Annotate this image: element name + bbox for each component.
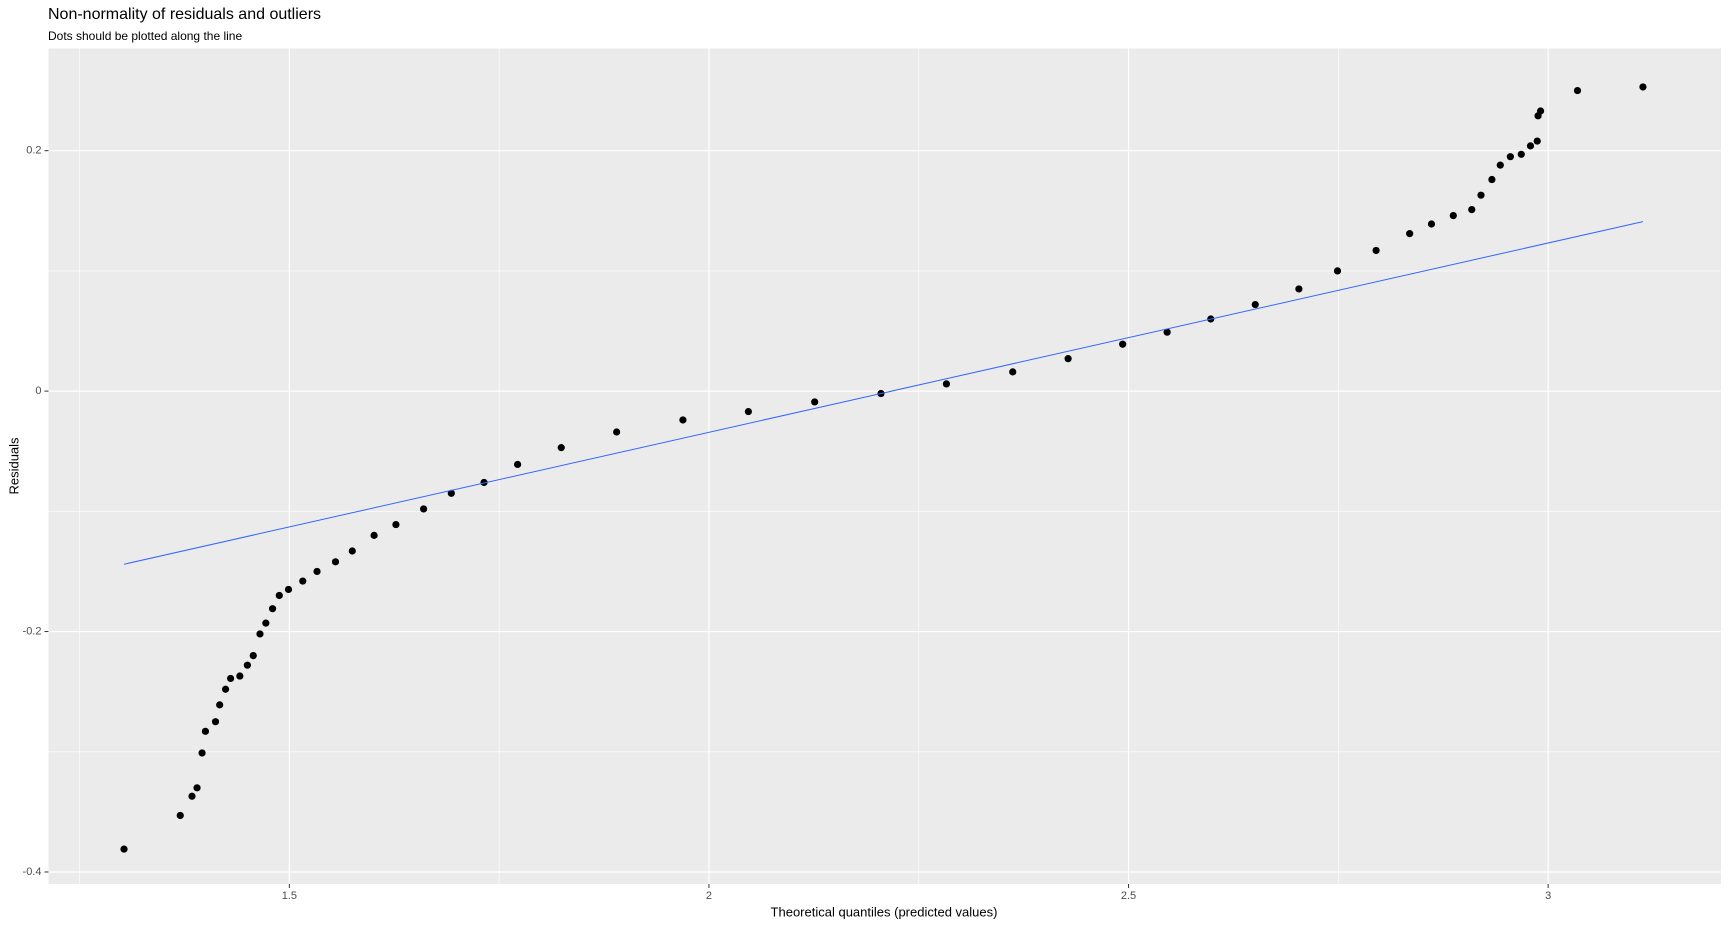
- data-point: [211, 718, 220, 726]
- y-tick-label: -0.2: [23, 625, 42, 637]
- data-point: [1449, 212, 1457, 220]
- data-point: [188, 792, 196, 800]
- data-point: [198, 749, 206, 757]
- data-point: [249, 651, 257, 660]
- data-point: [1468, 205, 1476, 214]
- data-point: [176, 811, 184, 820]
- data-point: [1488, 175, 1496, 184]
- data-point: [243, 661, 251, 669]
- data-point: [447, 489, 455, 497]
- y-tick-label: 0: [35, 385, 41, 397]
- data-point: [227, 674, 235, 683]
- data-point: [1333, 267, 1342, 275]
- data-point: [1163, 328, 1171, 336]
- chart-title: Non-normality of residuals and outliers: [48, 6, 321, 23]
- data-point: [613, 428, 621, 436]
- data-point: [256, 630, 264, 638]
- data-point: [1573, 86, 1582, 95]
- data-point: [348, 547, 356, 555]
- data-point: [1536, 107, 1545, 115]
- data-point: [1251, 300, 1259, 309]
- x-tick-label: 2: [706, 890, 712, 902]
- data-point: [744, 407, 752, 416]
- x-tick-label: 3: [1545, 890, 1551, 902]
- x-tick-label: 1.5: [282, 890, 297, 902]
- data-point: [1526, 142, 1535, 150]
- data-point: [1119, 340, 1127, 348]
- data-point: [193, 784, 201, 792]
- data-point: [216, 701, 224, 709]
- data-point: [1064, 355, 1072, 363]
- data-point: [1506, 153, 1514, 161]
- data-point: [221, 685, 230, 693]
- y-axis-label: Residuals: [6, 437, 21, 495]
- data-point: [480, 478, 488, 487]
- data-point: [811, 398, 819, 406]
- data-point: [313, 567, 321, 576]
- x-axis-label: Theoretical quantiles (predicted values): [771, 904, 998, 919]
- data-point: [262, 619, 270, 627]
- data-point: [679, 416, 687, 424]
- data-point: [557, 444, 565, 452]
- data-point: [942, 380, 951, 388]
- data-point: [1533, 137, 1541, 145]
- data-point: [370, 531, 378, 539]
- data-point: [514, 460, 522, 469]
- plot-panel: [48, 48, 1721, 884]
- data-point: [1639, 83, 1647, 91]
- data-point: [275, 591, 283, 600]
- data-point: [201, 727, 210, 735]
- data-point: [1517, 150, 1525, 158]
- chart-subtitle: Dots should be plotted along the line: [48, 29, 242, 43]
- data-point: [236, 672, 244, 680]
- data-point: [120, 845, 128, 853]
- x-tick-label: 2.5: [1121, 890, 1136, 902]
- data-point: [1406, 230, 1414, 238]
- data-point: [392, 520, 400, 529]
- data-point: [331, 558, 340, 566]
- data-point: [1372, 246, 1380, 255]
- data-point: [1496, 161, 1504, 169]
- data-point: [268, 605, 277, 613]
- data-point: [299, 577, 307, 585]
- data-point: [1477, 191, 1485, 199]
- data-point: [1009, 368, 1017, 376]
- data-point: [1295, 285, 1303, 293]
- y-tick-label: -0.4: [23, 866, 42, 878]
- data-point: [1427, 220, 1436, 228]
- reference-line: [123, 221, 1644, 565]
- y-tick-label: 0.2: [26, 145, 41, 157]
- data-point: [284, 585, 293, 594]
- data-point: [420, 505, 428, 513]
